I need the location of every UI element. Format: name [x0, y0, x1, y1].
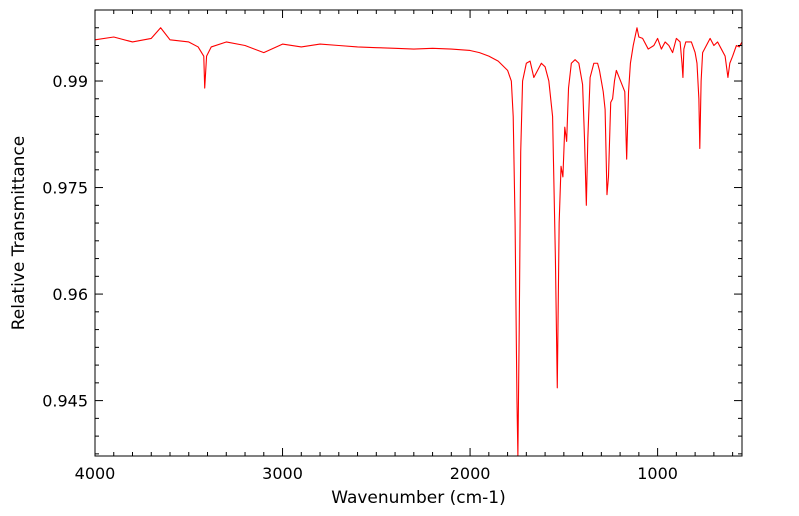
- y-axis: 0.99 0.975 0.96 0.945: [42, 9, 742, 455]
- plot-frame: [94, 9, 743, 457]
- x-tick-label: 3000: [262, 464, 303, 483]
- x-axis: 4000 3000 2000 1000: [75, 10, 734, 483]
- y-tick-label: 0.99: [52, 72, 88, 91]
- spectrum-line-0: [95, 27, 742, 456]
- spectrum-layer: [95, 27, 742, 456]
- x-axis-title: Wavenumber (cm-1): [331, 488, 506, 508]
- y-tick-label: 0.96: [52, 285, 88, 304]
- x-tick-label: 2000: [450, 464, 491, 483]
- x-tick-label: 1000: [637, 464, 678, 483]
- y-tick-label: 0.945: [42, 392, 88, 411]
- y-axis-title: Relative Transmittance: [9, 136, 29, 331]
- y-tick-label: 0.975: [42, 179, 88, 198]
- x-tick-label: 4000: [75, 464, 116, 483]
